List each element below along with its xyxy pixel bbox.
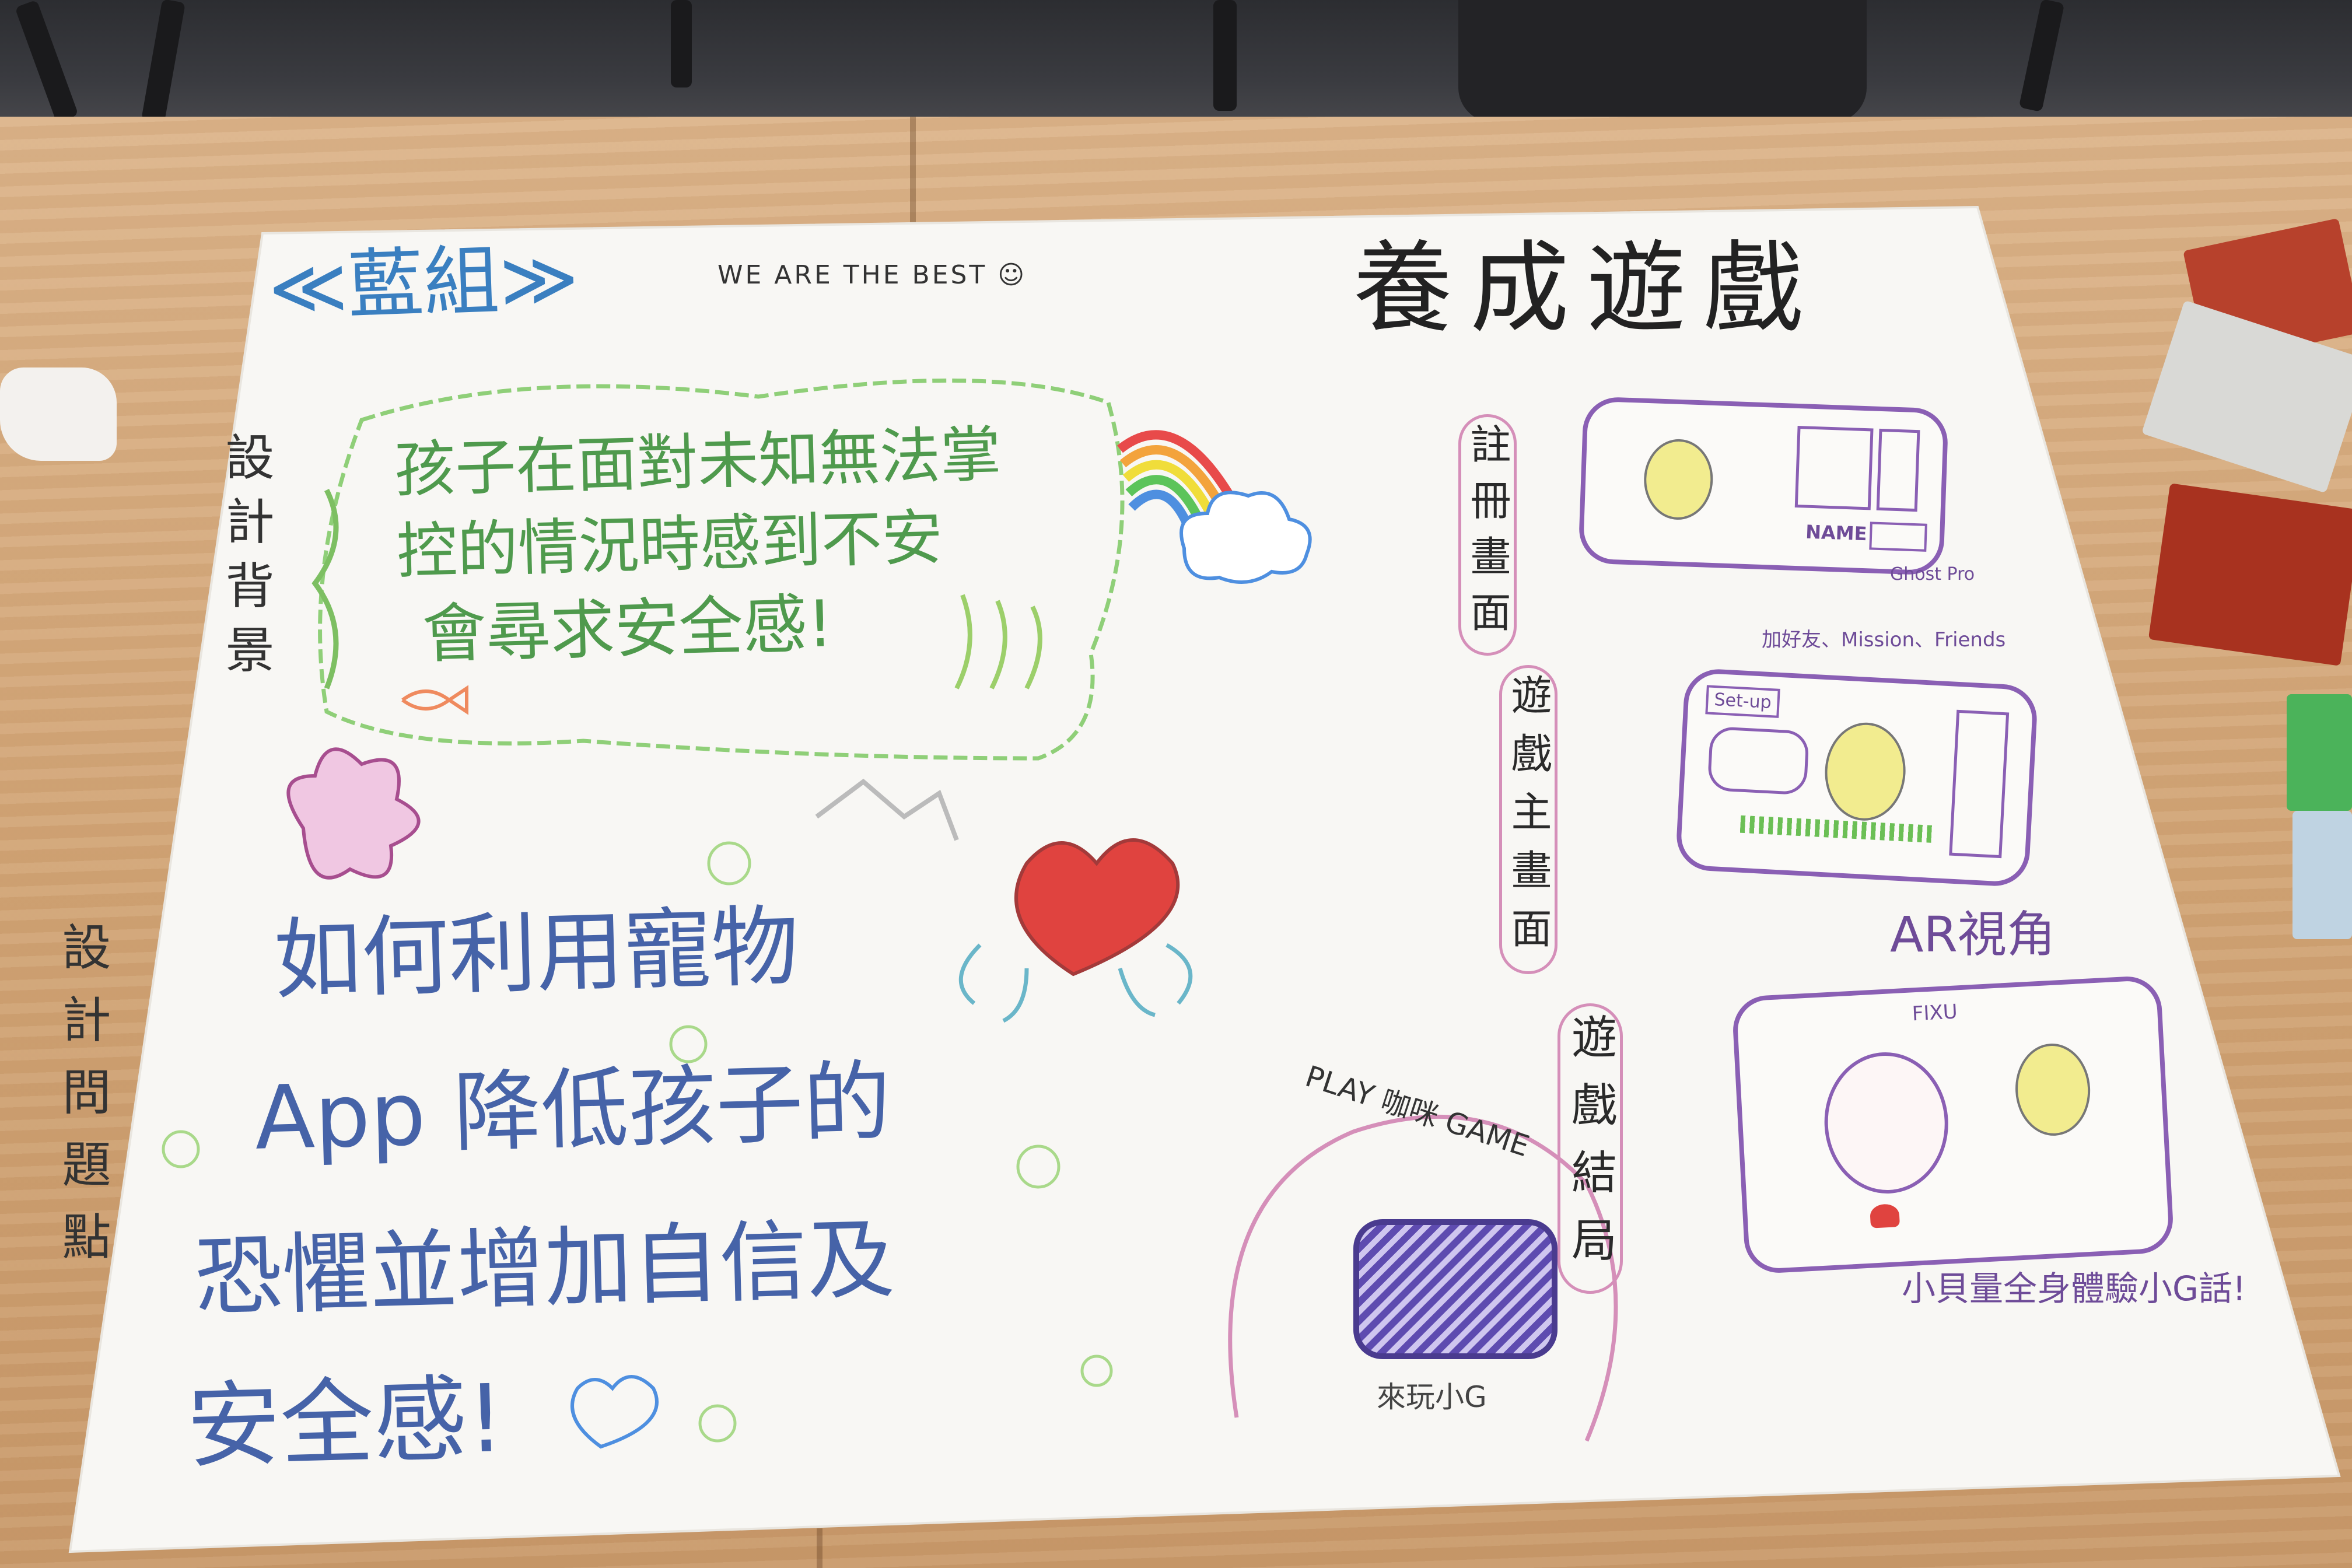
problem-line-1: 如何利用寵物 — [272, 896, 800, 1012]
main-screen-label: 遊戲主畫面 — [1499, 665, 1558, 974]
sticky-notes — [2292, 811, 2352, 939]
game-title: 養成遊戲 — [1353, 231, 1821, 346]
bird-sketch — [815, 778, 959, 841]
child-face — [1821, 1049, 1952, 1197]
problem-line-4: 安全感! — [186, 1363, 506, 1482]
phone-sketch-register: NAME — [1578, 396, 1949, 576]
chair-leg — [1213, 0, 1237, 111]
speech-bubble — [1707, 726, 1810, 796]
play-orbit — [1228, 1114, 1618, 1442]
cloud-drawing — [1180, 491, 1312, 584]
name-label: NAME — [1805, 520, 1868, 545]
problem-line-2: App 降低孩子的 — [253, 1051, 892, 1170]
phone2-header: 加好友、Mission、Friends — [1762, 628, 2006, 652]
problem-line-3: 恐懼並增加自信及 — [193, 1209, 896, 1329]
phone1-caption: Ghost Pro — [1890, 564, 1975, 584]
avatar-grid — [1876, 428, 1920, 512]
setup-button: Set-up — [1705, 685, 1780, 718]
phone-sketch-ar: FIXU — [1731, 975, 2175, 1275]
tissue — [0, 368, 117, 461]
menu-buttons — [1949, 709, 2010, 859]
background-label: 設計背景 — [218, 432, 275, 688]
bubble-doodles — [162, 841, 1113, 1443]
poster-paper — [68, 205, 2341, 1553]
chair-leg — [671, 0, 692, 88]
flower-drawing — [286, 747, 421, 880]
rainbow-drawing — [1117, 430, 1241, 533]
ar-title: AR視角 — [1890, 906, 2056, 963]
chick-icon — [1822, 720, 1908, 823]
ar-top-label: FIXU — [1911, 1000, 1958, 1026]
heart-doodle — [570, 1375, 659, 1449]
background-line-1: 孩子在面對未知無法掌 — [393, 418, 1002, 506]
sticky-notes — [2287, 694, 2352, 811]
play-console-sketch — [1353, 1219, 1558, 1359]
ending-screen-label: 遊戲結局 — [1558, 1003, 1623, 1294]
seaweed-drawing — [954, 594, 1042, 690]
heart-drawing — [1014, 838, 1180, 977]
background-line-2: 控的情況時感到不安 — [396, 502, 944, 587]
problem-text: 如何利用寵物 App 降低孩子的 恐懼並增加自信及 安全感! — [186, 896, 900, 1482]
name-field — [1869, 522, 1927, 552]
seaweed-drawing — [312, 488, 339, 690]
ar-caption: 小貝量全身體驗小G話! — [1902, 1269, 2246, 1308]
background-text: 孩子在面對未知無法掌 控的情況時感到不安 會尋求安全感! — [393, 418, 1006, 671]
problem-label: 設計問題點 — [54, 922, 111, 1283]
heart-icon — [1870, 1203, 1901, 1228]
fish-drawing — [401, 685, 468, 715]
background-room — [0, 0, 2352, 134]
grass-strip — [1740, 815, 1933, 843]
avatar-grid — [1794, 425, 1874, 510]
heart-tentacles — [958, 943, 1193, 1023]
chick-icon — [1642, 438, 1714, 521]
background-text-frame — [318, 378, 1125, 761]
table-seam — [817, 1528, 822, 1568]
register-screen-label: 註冊畫面 — [1458, 414, 1517, 656]
group-title: ≪藍組≫ — [267, 233, 580, 333]
person-jacket — [1458, 0, 1867, 123]
chick-icon — [2013, 1041, 2093, 1138]
motto: WE ARE THE BEST ☺ — [718, 260, 1027, 290]
table-seam — [910, 117, 916, 268]
phone-sketch-main: Set-up — [1675, 667, 2039, 888]
play-caption: 來玩小G — [1377, 1380, 1487, 1414]
